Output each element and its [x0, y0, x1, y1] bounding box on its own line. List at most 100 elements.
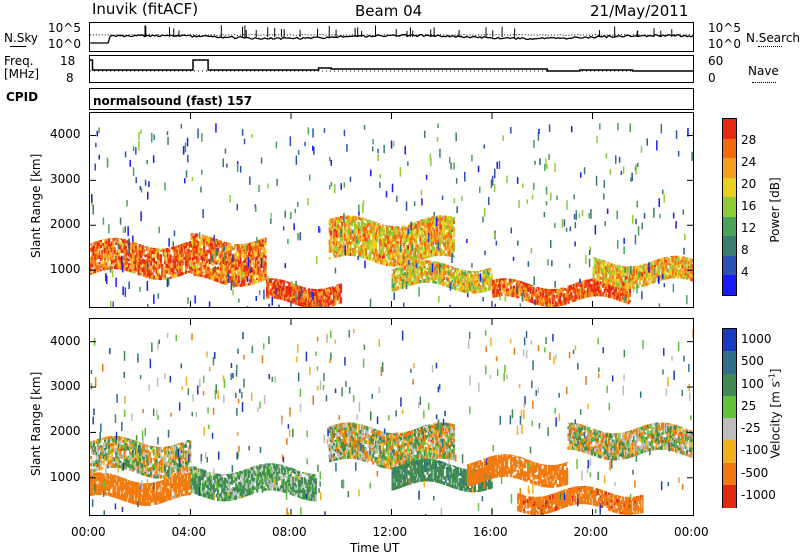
speckle: [105, 273, 107, 281]
speckle: [506, 176, 508, 183]
speckle: [185, 143, 187, 153]
speckle: [301, 287, 303, 296]
speckle: [370, 170, 372, 177]
heatmap-cell: [477, 272, 479, 274]
speckle: [291, 281, 293, 286]
heatmap-cell: [401, 249, 403, 251]
heatmap-cell: [350, 232, 352, 236]
speckle: [258, 185, 260, 192]
heatmap-cell: [136, 243, 138, 245]
speckle: [99, 155, 101, 160]
heatmap-cell: [265, 238, 267, 241]
speckle: [201, 170, 203, 175]
heatmap-cell: [146, 447, 148, 450]
speckle: [511, 228, 513, 234]
nave-legend-line: [752, 82, 776, 83]
heatmap-cell: [143, 457, 145, 460]
heatmap-cell: [177, 463, 179, 465]
speckle: [546, 165, 548, 170]
heatmap-cell: [604, 262, 606, 266]
heatmap-cell: [450, 232, 452, 234]
heatmap-cell: [425, 235, 427, 239]
heatmap-cell: [150, 460, 152, 464]
heatmap-cell: [112, 446, 114, 448]
heatmap-cell: [330, 246, 332, 249]
heatmap-cell: [265, 240, 267, 243]
speckle: [579, 279, 581, 284]
speckle: [414, 202, 416, 207]
heatmap-cell: [619, 266, 621, 267]
speckle: [259, 290, 261, 295]
heatmap-cell: [609, 283, 611, 286]
heatmap-cell: [237, 285, 239, 287]
heatmap-cell: [140, 273, 142, 276]
heatmap-cell: [400, 239, 402, 242]
velocity-ylabel: Slant Range [km]: [30, 376, 42, 476]
speckle: [630, 123, 632, 131]
heatmap-cell: [112, 263, 114, 266]
speckle: [632, 215, 634, 224]
heatmap-cell: [359, 233, 361, 235]
heatmap-cell: [249, 263, 251, 265]
heatmap-cell: [531, 297, 533, 300]
heatmap-cell: [265, 256, 267, 259]
speckle: [438, 242, 440, 250]
heatmap-cell: [182, 461, 184, 464]
heatmap-cell: [417, 235, 419, 239]
heatmap-cell: [150, 254, 152, 258]
heatmap-cell: [464, 270, 466, 272]
heatmap-cell: [182, 464, 184, 466]
speckle: [393, 283, 395, 288]
speckle: [430, 157, 432, 166]
heatmap-cell: [600, 277, 602, 280]
power-y-tick-label: 1000: [50, 263, 81, 275]
heatmap-cell: [304, 287, 306, 288]
heatmap-cell: [98, 262, 100, 264]
speckle: [127, 226, 128, 236]
speckle: [664, 283, 666, 287]
speckle: [276, 179, 278, 186]
heatmap-cell: [414, 222, 416, 223]
speckle: [513, 257, 515, 261]
speckle: [554, 281, 556, 288]
speckle: [123, 228, 125, 233]
speckle: [673, 284, 675, 293]
heatmap-cell: [104, 440, 106, 442]
heatmap-cell: [114, 247, 116, 250]
speckle: [522, 293, 524, 302]
heatmap-cell: [411, 240, 413, 243]
speckle: [225, 149, 227, 154]
speckle: [112, 270, 114, 277]
speckle: [95, 143, 97, 147]
speckle: [300, 232, 302, 240]
speckle: [233, 280, 235, 288]
speckle: [532, 195, 534, 200]
heatmap-cell: [126, 240, 128, 241]
heatmap-cell: [265, 259, 267, 263]
heatmap-cell: [184, 471, 186, 473]
heatmap-cell: [593, 278, 595, 280]
speckle: [554, 223, 556, 228]
heatmap-cell: [163, 249, 165, 250]
heatmap-cell: [602, 294, 604, 297]
speckle: [215, 266, 217, 272]
heatmap-cell: [125, 246, 127, 249]
speckle: [635, 167, 637, 171]
speckle: [248, 257, 250, 267]
speckle: [571, 126, 573, 132]
heatmap-cell: [475, 291, 477, 293]
heatmap-cell: [471, 274, 473, 276]
heatmap-cell: [161, 264, 163, 266]
heatmap-cell: [170, 255, 172, 258]
speckle: [551, 260, 553, 266]
heatmap-cell: [397, 243, 399, 247]
heatmap-cell: [559, 296, 561, 300]
heatmap-cell: [507, 289, 509, 291]
heatmap-cell: [499, 288, 501, 291]
speckle: [297, 233, 299, 240]
heatmap-cell: [433, 279, 435, 281]
velocity-panel: [89, 318, 694, 516]
heatmap-cell: [440, 215, 442, 217]
heatmap-cell: [97, 450, 99, 453]
heatmap-cell: [168, 466, 170, 470]
